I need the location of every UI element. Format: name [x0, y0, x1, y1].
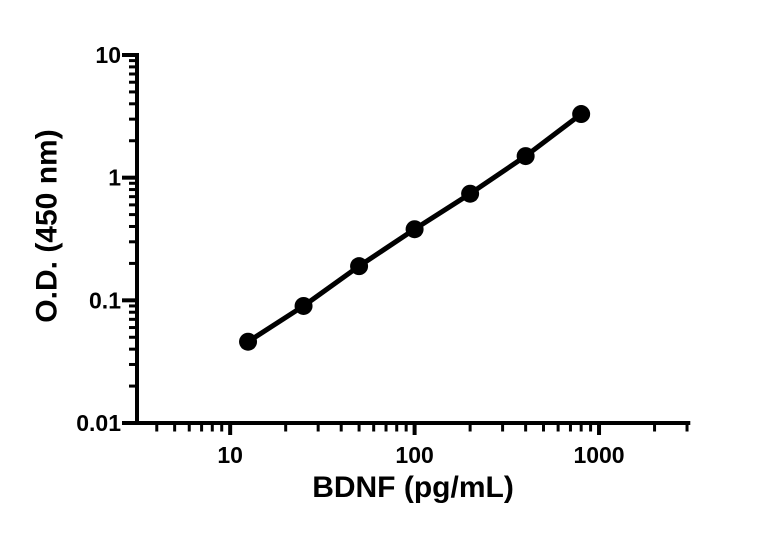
axis-tick-labels: 0.01 0.1 1 10 10 100 1000	[76, 42, 624, 468]
data-point-marker	[516, 147, 535, 166]
axis-ticks	[122, 53, 689, 435]
y-axis-tick-label: 0.01	[76, 410, 121, 436]
y-axis-tick-label: 1	[108, 165, 121, 191]
y-axis-title: O.D. (450 nm)	[31, 129, 64, 322]
data-point-marker	[239, 332, 258, 351]
data-series	[239, 105, 591, 351]
y-axis-tick-label: 10	[95, 42, 121, 68]
data-point-marker	[294, 296, 313, 315]
x-axis-tick-label: 1000	[573, 442, 624, 468]
data-point-marker	[405, 220, 424, 239]
x-axis-tick-label: 100	[395, 442, 433, 468]
axis-lines	[135, 53, 691, 425]
data-point-marker	[350, 257, 369, 276]
y-axis-tick-label: 0.1	[89, 287, 121, 313]
x-axis-title: BDNF (pg/mL)	[312, 471, 514, 504]
x-axis-tick-label: 10	[217, 442, 243, 468]
data-point-marker	[461, 184, 480, 203]
data-point-marker	[572, 105, 591, 124]
